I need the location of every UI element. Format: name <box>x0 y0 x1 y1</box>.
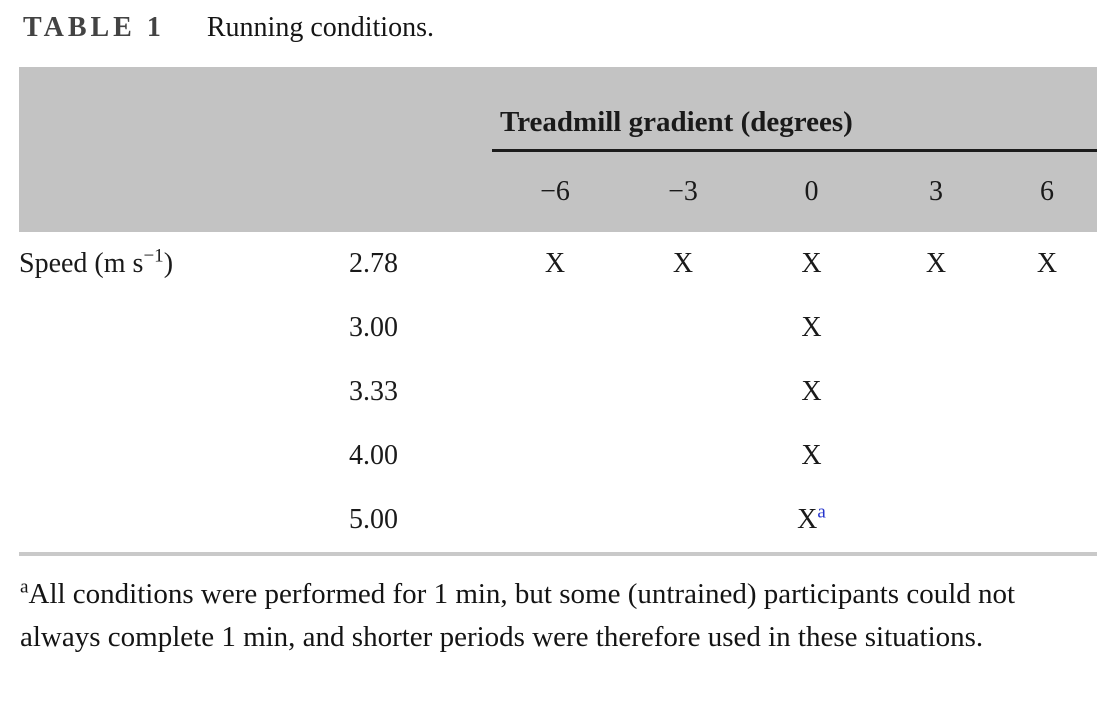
column-header-neg6: −6 <box>492 152 618 232</box>
footnote-marker-link[interactable]: a <box>817 501 826 523</box>
empty-cell <box>19 424 349 488</box>
footnote-marker: a <box>20 576 29 598</box>
condition-mark: X <box>801 312 822 343</box>
table-title-text: Running conditions. <box>206 12 434 43</box>
row-group-label: Speed (m s−1) <box>19 245 174 279</box>
empty-cell <box>19 360 349 424</box>
speed-value: 2.78 <box>349 248 398 279</box>
condition-mark <box>492 360 618 424</box>
column-group-cell: Treadmill gradient (degrees) <box>492 67 1097 152</box>
condition-mark <box>618 360 748 424</box>
table-caption: TABLE 1 Running conditions. <box>23 10 434 46</box>
condition-mark <box>618 424 748 488</box>
column-header-3: 3 <box>875 152 997 232</box>
table-number-label: TABLE 1 <box>23 12 165 43</box>
header-empty-cell <box>349 152 492 232</box>
condition-mark <box>997 424 1097 488</box>
header-empty-cell <box>19 67 492 152</box>
condition-mark: X <box>925 248 947 279</box>
column-group-label: Treadmill gradient (degrees) <box>492 96 1097 152</box>
condition-mark <box>997 360 1097 424</box>
empty-cell <box>19 488 349 552</box>
condition-mark: X <box>1036 248 1058 279</box>
speed-value: 4.00 <box>349 440 398 471</box>
speed-value: 3.33 <box>349 376 398 407</box>
column-header-neg3: −3 <box>618 152 748 232</box>
condition-mark <box>492 296 618 360</box>
table-row: 5.00 Xa <box>19 488 1097 552</box>
table-row: 3.33 X <box>19 360 1097 424</box>
table-footnote: aAll conditions were performed for 1 min… <box>20 573 1096 659</box>
condition-mark <box>997 296 1097 360</box>
table-row: Speed (m s−1) 2.78 X X X X X <box>19 232 1097 296</box>
condition-mark <box>875 360 997 424</box>
condition-mark: X <box>801 440 822 471</box>
table-row: 3.00 X <box>19 296 1097 360</box>
footnote-text: All conditions were performed for 1 min,… <box>20 578 1016 653</box>
table-row: 4.00 X <box>19 424 1097 488</box>
condition-mark: X <box>544 248 566 279</box>
condition-mark: X <box>801 376 822 407</box>
header-columns-row: −6 −3 0 3 6 <box>19 152 1097 232</box>
condition-mark <box>997 488 1097 552</box>
condition-mark: X <box>801 248 822 279</box>
column-header-6: 6 <box>997 152 1097 232</box>
table-bottom-rule <box>19 552 1097 556</box>
condition-mark <box>875 296 997 360</box>
condition-mark <box>875 488 997 552</box>
column-header-0: 0 <box>748 152 875 232</box>
condition-mark-with-footnote: Xa <box>797 501 826 535</box>
running-conditions-table: Treadmill gradient (degrees) −6 −3 0 3 6… <box>19 67 1097 552</box>
condition-mark <box>875 424 997 488</box>
empty-cell <box>19 296 349 360</box>
condition-mark: X <box>672 248 694 279</box>
condition-mark <box>492 424 618 488</box>
header-group-row: Treadmill gradient (degrees) <box>19 67 1097 152</box>
header-empty-cell <box>19 152 349 232</box>
condition-mark <box>618 488 748 552</box>
speed-value: 3.00 <box>349 312 398 343</box>
condition-mark <box>492 488 618 552</box>
speed-value: 5.00 <box>349 504 398 535</box>
condition-mark <box>618 296 748 360</box>
